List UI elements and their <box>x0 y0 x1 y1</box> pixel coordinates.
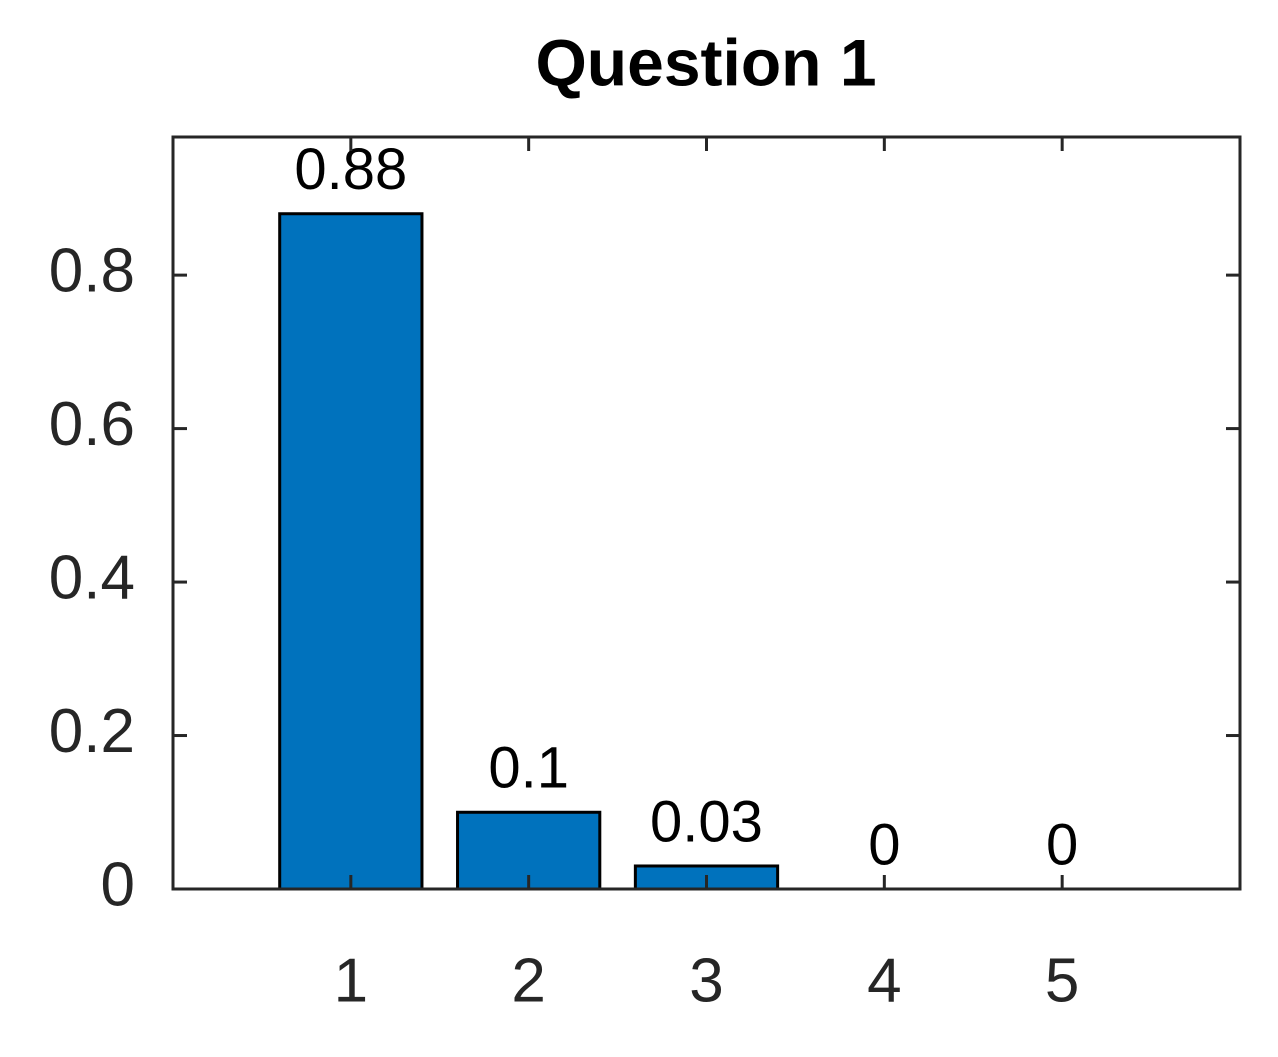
x-tick-label: 4 <box>867 946 901 1015</box>
x-tick-label: 1 <box>334 946 368 1015</box>
y-tick-label: 0.4 <box>49 543 135 612</box>
x-tick-label: 5 <box>1045 946 1079 1015</box>
value-label: 0 <box>1046 812 1078 877</box>
value-label: 0.03 <box>650 789 763 854</box>
value-label: 0 <box>868 812 900 877</box>
x-tick-label: 3 <box>689 946 723 1015</box>
chart-title: Question 1 <box>535 25 876 99</box>
bar <box>278 212 424 891</box>
x-tick-label: 2 <box>511 946 545 1015</box>
y-tick-label: 0 <box>101 850 135 919</box>
value-label: 0.1 <box>488 736 569 801</box>
y-tick-label: 0.2 <box>49 697 135 766</box>
y-tick-label: 0.8 <box>49 236 135 305</box>
y-tick-label: 0.6 <box>49 390 135 459</box>
